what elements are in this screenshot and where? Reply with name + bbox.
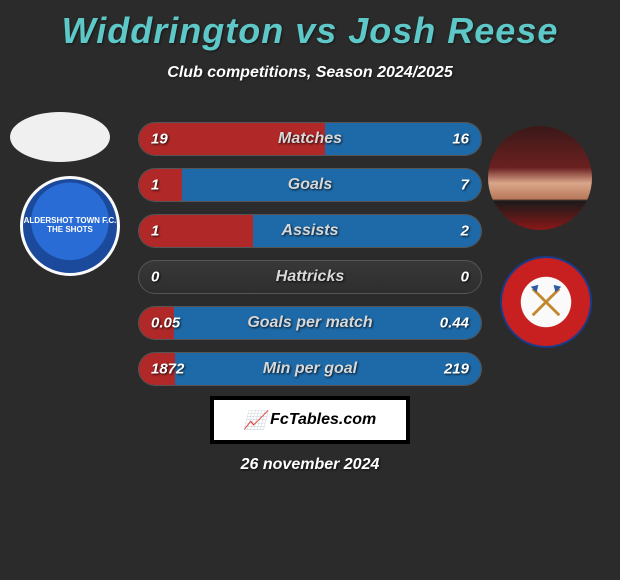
stat-value-left: 1872 [151,361,184,378]
stat-label: Assists [282,222,339,240]
club-badge-left: ALDERSHOT TOWN F.C. THE SHOTS [20,176,120,276]
stat-label: Matches [278,130,342,148]
stat-value-left: 19 [151,131,168,148]
stat-value-right: 16 [452,131,469,148]
club-badge-right [500,256,592,348]
stat-row: 0 0 Hattricks [138,260,482,294]
stat-value-left: 0.05 [151,315,180,332]
stat-row: 1 7 Goals [138,168,482,202]
stat-label: Goals per match [247,314,372,332]
player-left-avatar [10,112,110,162]
stat-row: 19 16 Matches [138,122,482,156]
date-text: 26 november 2024 [241,456,380,474]
chart-icon: 📈 [244,410,266,431]
stat-label: Hattricks [276,268,344,286]
stat-value-left: 0 [151,269,159,286]
stats-chart: 19 16 Matches 1 7 Goals 1 2 Assists 0 0 Hattricks 0.… [138,122,482,398]
stat-value-right: 7 [461,177,469,194]
footer-brand-text: FcTables.com [270,411,376,429]
stat-label: Goals [288,176,332,194]
player-right-avatar [488,126,592,230]
bar-left [139,169,182,201]
stat-value-right: 219 [444,361,469,378]
stat-value-right: 0 [461,269,469,286]
club-badge-left-text: ALDERSHOT TOWN F.C. THE SHOTS [23,217,117,235]
page-title: Widdrington vs Josh Reese [0,0,620,52]
stat-value-right: 0.44 [440,315,469,332]
stat-value-right: 2 [461,223,469,240]
page-subtitle: Club competitions, Season 2024/2025 [0,64,620,82]
stat-value-left: 1 [151,177,159,194]
footer-brand-box: 📈 FcTables.com [210,396,410,444]
stat-row: 1872 219 Min per goal [138,352,482,386]
stat-label: Min per goal [263,360,357,378]
stat-row: 0.05 0.44 Goals per match [138,306,482,340]
crossed-axes-icon [527,283,565,321]
stat-value-left: 1 [151,223,159,240]
stat-row: 1 2 Assists [138,214,482,248]
